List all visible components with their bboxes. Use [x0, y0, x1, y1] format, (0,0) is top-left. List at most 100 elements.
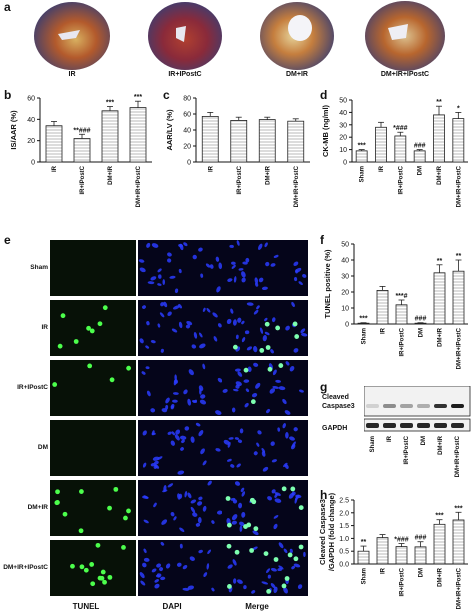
- bar-h: [357, 550, 370, 565]
- bar-f: [395, 304, 408, 325]
- x-tick-label-h: IR: [381, 567, 387, 574]
- dapi-image: [138, 240, 224, 296]
- dapi-image: [138, 360, 224, 416]
- significance-d: **: [436, 99, 442, 106]
- x-tick-label-b: DM+IR+IPostC: [136, 165, 142, 207]
- y-axis-label-f: TUNEL positive (%): [323, 249, 332, 319]
- merge-image: [222, 480, 308, 536]
- y-tick-label-b: 20: [27, 138, 35, 145]
- x-tick-label-h: DM+IR+IPostC: [457, 567, 463, 609]
- y-tick-label-d: 50: [339, 98, 347, 105]
- tunel-row-label: IR: [41, 324, 49, 331]
- y-tick-label-f: 0: [345, 322, 349, 329]
- x-tick-label-f: IR+IPostC: [400, 327, 406, 356]
- y-axis-label-h: /GAPDH (fold change): [327, 492, 336, 571]
- significance-d: ***: [358, 143, 366, 150]
- x-tick-label-d: Sham: [360, 166, 366, 182]
- panel-label-h: h: [320, 488, 328, 502]
- wb-band-caspase3: [383, 404, 396, 408]
- tunel-image: [50, 240, 136, 296]
- significance-b: **###: [73, 127, 90, 134]
- wb-band-gapdh: [366, 423, 379, 428]
- heart-dm-ir: [260, 2, 334, 70]
- y-tick-label-d: 10: [339, 147, 347, 154]
- column-label-tunel: TUNEL: [72, 602, 100, 611]
- tunel-row-label: DM: [37, 444, 48, 451]
- western-blot: Sham IR IR+IPostC DM DM+IR DM+IR+IPostC: [364, 386, 471, 477]
- x-tick-label-d: IR+IPostC: [398, 165, 404, 194]
- bar-c: [258, 119, 276, 163]
- y-tick-label-h: 1.0: [339, 536, 349, 543]
- y-tick-label-b: 40: [27, 117, 35, 124]
- y-tick-label-c: 40: [183, 128, 191, 135]
- y-tick-label-c: 60: [183, 112, 191, 119]
- heart-caption-dm-ir-ipostc: DM+IR+IPostC: [380, 71, 430, 78]
- x-tick-label-c: IR: [208, 165, 214, 172]
- tunel-row-label: DM+IR+IPostC: [3, 564, 48, 571]
- bar-b: [45, 125, 63, 163]
- y-tick-label-b: 0: [31, 160, 35, 167]
- significance-f: ***: [359, 316, 367, 323]
- wb-label-cleaved: Cleaved: [322, 394, 349, 401]
- heart-ir: [34, 2, 110, 70]
- bar-h: [452, 519, 465, 565]
- y-tick-label-h: 2.5: [339, 498, 349, 505]
- x-tick-label-h: Sham: [362, 568, 368, 584]
- bar-d: [433, 114, 445, 163]
- x-tick-label-h: IR+IPostC: [400, 567, 406, 596]
- significance-b: ***: [134, 94, 142, 101]
- y-tick-label-b: 60: [27, 96, 35, 103]
- y-axis-label-h: Cleaved Caspase3: [318, 499, 327, 565]
- dapi-image: [138, 480, 224, 536]
- wb-band-caspase3: [400, 404, 413, 408]
- x-tick-label-d: DM: [418, 166, 424, 175]
- merge-image: [222, 240, 308, 296]
- y-axis-label-d: CK-MB (ng/ml): [321, 104, 330, 157]
- panel-label-b: b: [4, 88, 12, 102]
- panel-label-e: e: [4, 233, 11, 247]
- bar-c: [201, 115, 219, 163]
- heart-caption-ir-ipostc: IR+IPostC: [168, 71, 202, 78]
- heart-sections: [34, 1, 445, 71]
- y-tick-label-f: 20: [341, 290, 349, 297]
- y-tick-label-h: 0.0: [339, 562, 349, 569]
- y-tick-label-f: 40: [341, 258, 349, 265]
- panel-label-c: c: [163, 88, 170, 102]
- bar-d: [452, 118, 465, 163]
- wb-box-caspase3: [364, 386, 471, 417]
- bar-d: [394, 135, 407, 163]
- significance-h: ###: [415, 535, 427, 542]
- bar-f: [376, 290, 389, 325]
- y-tick-label-h: 0.5: [339, 549, 349, 556]
- wb-lane-label: DM+IR+IPostC: [455, 435, 461, 477]
- bar-c: [287, 120, 305, 163]
- significance-f: **: [437, 258, 443, 265]
- y-tick-label-d: 40: [339, 110, 347, 117]
- bar-c: [230, 119, 248, 163]
- y-tick-label-f: 10: [341, 306, 349, 313]
- significance-h: ***: [435, 513, 443, 520]
- wb-band-gapdh: [400, 423, 413, 428]
- x-tick-label-c: IR+IPostC: [237, 165, 243, 194]
- bar-h: [414, 546, 427, 565]
- bar-f: [433, 272, 446, 325]
- x-tick-label-f: IR: [381, 327, 387, 334]
- merge-image: [222, 540, 308, 596]
- tunel-image: [50, 360, 136, 416]
- dapi-image: [138, 420, 224, 476]
- wb-label-gapdh: GAPDH: [322, 425, 348, 432]
- wb-band-gapdh: [451, 423, 464, 428]
- chart-is-aar: 0 20 40 60 IS/AAR (%) IR **### IR+IPostC *** DM+I…: [9, 94, 152, 207]
- x-tick-label-h: DM: [419, 568, 425, 577]
- tunel-image: [50, 300, 136, 356]
- bar-f: [414, 322, 427, 325]
- significance-d: ###: [414, 143, 426, 150]
- merge-image: [222, 420, 308, 476]
- bar-f: [452, 270, 465, 325]
- bar-h: [433, 523, 446, 565]
- significance-b: ***: [106, 100, 114, 107]
- heart-dm-ir-ipostc: [365, 1, 445, 71]
- chart-aar-lv: 0 20 40 60 80 AAR/LV (%) IR IR+IPostC DM+IR DM+IR…: [165, 96, 310, 207]
- x-tick-label-b: DM+IR: [108, 165, 114, 185]
